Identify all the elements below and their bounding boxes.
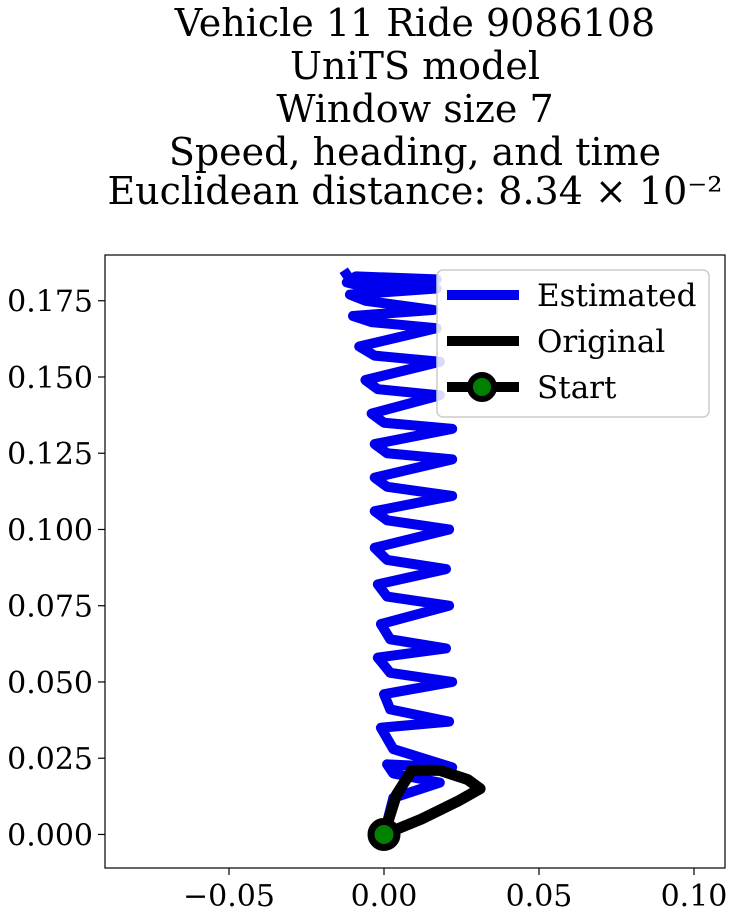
x-axis: −0.05 0.00 0.05 0.10 — [183, 868, 727, 914]
legend-label-start: Start — [537, 370, 617, 406]
y-tick-label: 0.000 — [7, 818, 93, 853]
y-tick-label: 0.100 — [7, 513, 93, 548]
title-line-2: UniTS model — [290, 44, 540, 88]
title-line-4: Speed, heading, and time — [169, 130, 661, 174]
y-tick-label: 0.050 — [7, 666, 93, 701]
y-tick-label: 0.175 — [7, 285, 93, 320]
plot-area: −0.05 0.00 0.05 0.10 0.0000.0250.0500.0750.… — [7, 254, 727, 914]
legend-box — [436, 269, 710, 418]
x-tick-label: 0.00 — [351, 879, 418, 914]
x-tick-label: 0.05 — [506, 879, 573, 914]
y-tick-label: 0.075 — [7, 590, 93, 625]
legend: Estimated Original Start — [436, 269, 710, 418]
legend-label-original: Original — [537, 324, 665, 360]
chart-title: Vehicle 11 Ride 9086108 UniTS model Wind… — [107, 1, 722, 213]
y-axis: 0.000 0.025 0.050 0.075 0.100 0.125 0.150 0.175 — [7, 285, 105, 853]
title-line-1: Vehicle 11 Ride 9086108 — [174, 1, 655, 45]
y-tick-label: 0.025 — [7, 742, 93, 777]
title-line-5: Euclidean distance: 8.34 × 10⁻² — [107, 169, 722, 213]
y-tick-label: 0.125 — [7, 437, 93, 472]
series-layer — [339, 267, 486, 851]
x-tick-label: −0.05 — [183, 879, 275, 914]
title-line-3: Window size 7 — [276, 87, 553, 131]
legend-marker-start — [467, 372, 497, 402]
start-marker — [367, 817, 401, 851]
x-tick-label: 0.10 — [661, 879, 728, 914]
legend-label-estimated: Estimated — [537, 278, 696, 314]
y-tick-label: 0.150 — [7, 361, 93, 396]
series-original-line — [378, 764, 486, 840]
axes-frame — [104, 254, 726, 869]
series-estimated-line — [339, 267, 458, 836]
